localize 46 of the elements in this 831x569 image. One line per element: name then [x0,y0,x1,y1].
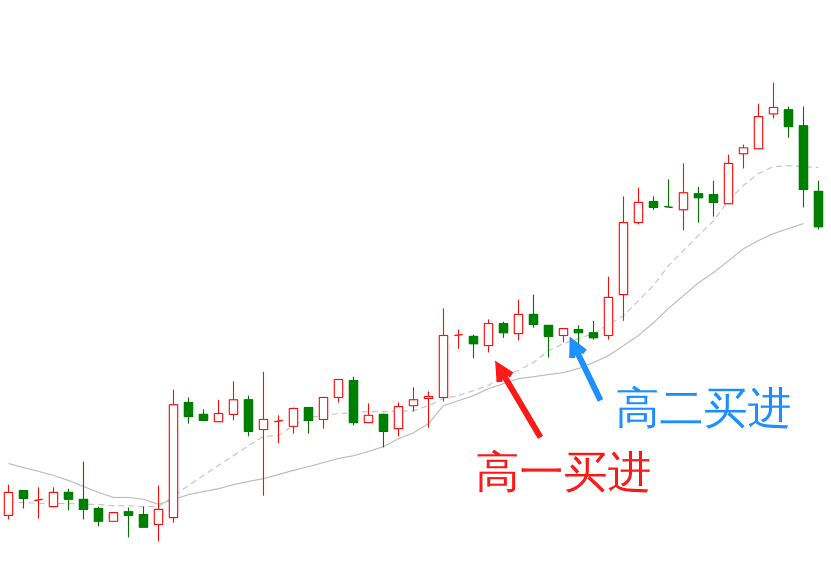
candlestick [4,484,14,520]
candlestick [558,328,568,343]
candlestick [454,328,464,350]
candlestick [184,396,194,424]
candlestick [214,399,224,422]
candlestick [18,490,28,510]
candlestick [304,406,314,434]
candlestick [408,386,418,412]
candlestick [664,178,674,208]
candlestick [138,506,148,528]
annotation: 高二买进 [616,384,792,433]
candlestick [378,412,388,448]
candlestick [198,408,208,421]
candlestick [364,402,374,424]
candlestick [258,371,268,496]
candlestick [228,380,238,421]
candlestick [274,414,284,444]
candlestick [648,196,658,210]
candlestick [588,320,598,340]
candlestick [424,390,434,428]
candlestick [34,486,44,520]
candlestick [78,461,88,520]
candlestick [528,294,538,328]
candlestick [634,187,644,226]
candlestick [514,299,524,342]
candlestick [738,144,748,170]
candlestick [334,378,344,404]
candlestick [288,406,298,434]
candlestick [574,324,584,344]
candlestick [768,82,778,120]
candlestick [694,186,704,224]
candlestick [48,486,58,508]
candlestick [498,321,508,338]
candlestick [784,106,794,138]
candlestick [708,180,718,218]
candlestick [318,396,328,430]
candlestick [544,324,554,358]
candlestick [678,162,688,231]
candlestick [94,506,104,527]
candlestick [154,484,164,542]
candlestick [124,506,134,538]
candlestick [468,334,478,360]
candlestick [64,488,74,511]
candlestick [394,402,404,438]
candlestick [484,318,494,354]
annotation: 高一买进 [476,448,652,497]
